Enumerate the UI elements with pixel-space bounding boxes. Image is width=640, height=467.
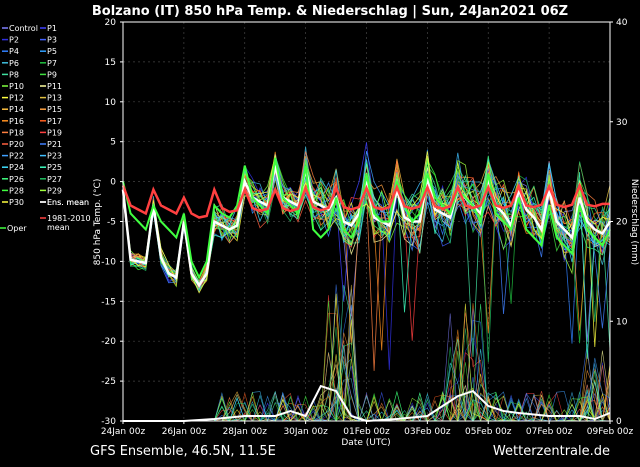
x-tick-label: 28Jan 00z [223, 427, 268, 437]
y-tick-label-right: 30 [616, 118, 628, 128]
y-tick-label-left: 20 [105, 18, 117, 28]
footer-model-info: GFS Ensemble, 46.5N, 11.5E [90, 444, 276, 459]
legend-label: P23 [47, 152, 62, 161]
x-tick-label: 30Jan 00z [283, 427, 328, 437]
series-lines [121, 157, 612, 423]
y-tick-label-left: -10 [101, 257, 116, 267]
y-tick-label-left: 5 [110, 138, 116, 148]
y-tick-label-left: 15 [105, 58, 116, 68]
y-tick-label-left: -15 [101, 297, 116, 307]
y-axis-label-left: 850 hPa Temp. (°C) [93, 179, 103, 266]
y-tick-label-right: 20 [616, 218, 628, 228]
legend-label: P1 [47, 24, 57, 33]
series-line [123, 384, 611, 423]
legend-label: P5 [47, 47, 57, 56]
y-tick-label-left: -30 [101, 417, 116, 427]
legend-label: P3 [47, 36, 57, 45]
legend-label: P17 [47, 117, 62, 126]
x-ticks: 24Jan 00z 26Jan 00z 28Jan 00z 30Jan 00z 01Fe… [101, 421, 634, 437]
legend-label: Ens. mean [47, 198, 89, 207]
footer-source: Wetterzentrale.de [493, 444, 610, 459]
legend-label: P19 [47, 128, 62, 137]
legend-label: P27 [47, 175, 62, 184]
legend-label: P28 [9, 186, 24, 195]
legend-label: P11 [47, 82, 62, 91]
legend-label: P12 [9, 94, 24, 103]
series-line [121, 165, 612, 288]
legend-label: Control [9, 24, 38, 33]
x-tick-label: 26Jan 00z [162, 427, 207, 437]
y-ticks-left: 20 15 10 5 0 -5 -10 -15 -20 -25 -30 [101, 18, 123, 427]
y-axis-label-right: Niederschlag (mm) [629, 179, 639, 265]
legend-label: P25 [47, 163, 62, 172]
legend-label: P14 [9, 105, 24, 114]
x-tick-label: 09Feb 00z [587, 427, 634, 437]
y-tick-label-left: -25 [101, 377, 116, 387]
x-axis-label: Date (UTC) [341, 438, 390, 448]
series-line [122, 157, 611, 280]
x-tick-label: 03Feb 00z [404, 427, 451, 437]
legend-label: P24 [9, 163, 24, 172]
x-tick-label: 07Feb 00z [526, 427, 573, 437]
y-tick-label-left: 10 [105, 98, 117, 108]
chart-title: Bolzano (IT) 850 hPa Temp. & Niederschla… [92, 4, 568, 19]
legend-label: P13 [47, 94, 62, 103]
y-tick-label-right: 40 [616, 18, 628, 28]
legend: Control P1 P2 P3 P4 P5 P6 P7 P8 P9 P10 P11 P12 P13 P14… [0, 24, 91, 233]
legend-label: P18 [9, 128, 24, 137]
legend-label: P29 [47, 186, 62, 195]
series-line [121, 182, 610, 219]
legend-label: P22 [9, 152, 24, 161]
y-ticks-right: 40 30 20 10 0 [610, 18, 628, 427]
legend-label: 1981-2010 [47, 214, 91, 223]
legend-label: P7 [47, 59, 57, 68]
y-tick-label-left: 0 [110, 178, 116, 188]
legend-label: P16 [9, 117, 24, 126]
legend-label: P4 [9, 47, 19, 56]
legend-label: P30 [9, 198, 24, 207]
legend-label: mean [47, 223, 70, 232]
y-tick-label-right: 10 [616, 317, 628, 327]
legend-label: P10 [9, 82, 24, 91]
legend-label: P26 [9, 175, 24, 184]
y-tick-label-left: -5 [107, 218, 116, 228]
y-tick-label-left: -20 [101, 337, 116, 347]
legend-label: P21 [47, 140, 62, 149]
legend-label: P8 [9, 70, 19, 79]
legend-label: P6 [9, 59, 19, 68]
x-tick-label: 01Feb 00z [343, 427, 390, 437]
x-tick-label: 05Feb 00z [465, 427, 512, 437]
legend-label: Ens. mean [47, 198, 89, 207]
x-tick-label: 24Jan 00z [101, 427, 146, 437]
y-tick-label-right: 0 [616, 417, 622, 427]
legend-label: P2 [9, 36, 19, 45]
legend-label: Oper [7, 224, 27, 233]
legend-label: P15 [47, 105, 62, 114]
ensemble-member-line [122, 151, 611, 294]
legend-label: P20 [9, 140, 24, 149]
legend-label: P9 [47, 70, 57, 79]
